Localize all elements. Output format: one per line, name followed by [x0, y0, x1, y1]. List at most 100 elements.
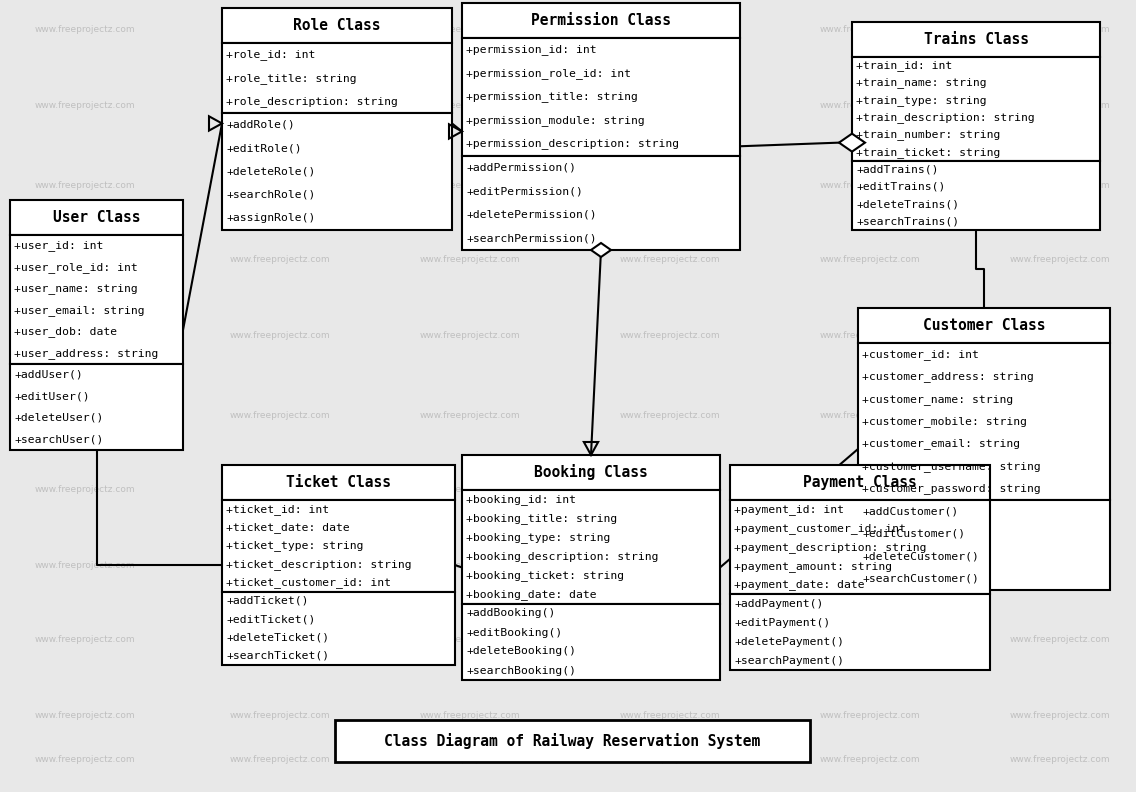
Text: www.freeprojectz.com: www.freeprojectz.com [619, 710, 720, 719]
Text: +payment_description: string: +payment_description: string [734, 542, 927, 553]
Text: Ticket Class: Ticket Class [286, 475, 391, 490]
Bar [222, 500, 456, 592]
Text: www.freeprojectz.com: www.freeprojectz.com [229, 635, 331, 645]
Bar [222, 465, 456, 500]
Text: www.freeprojectz.com: www.freeprojectz.com [35, 25, 135, 35]
Text: www.freeprojectz.com: www.freeprojectz.com [619, 181, 720, 189]
Text: +addPermission(): +addPermission() [466, 162, 576, 173]
Text: www.freeprojectz.com: www.freeprojectz.com [1010, 756, 1110, 764]
Text: www.freeprojectz.com: www.freeprojectz.com [1010, 710, 1110, 719]
Text: www.freeprojectz.com: www.freeprojectz.com [419, 101, 520, 109]
Text: +payment_date: date: +payment_date: date [734, 580, 864, 591]
Text: www.freeprojectz.com: www.freeprojectz.com [820, 410, 920, 420]
Text: +customer_username: string: +customer_username: string [862, 461, 1041, 472]
Text: +booking_description: string: +booking_description: string [466, 551, 659, 562]
Text: www.freeprojectz.com: www.freeprojectz.com [619, 635, 720, 645]
Text: +train_name: string: +train_name: string [857, 78, 987, 89]
Text: +addUser(): +addUser() [14, 370, 83, 379]
Text: www.freeprojectz.com: www.freeprojectz.com [35, 410, 135, 420]
Text: www.freeprojectz.com: www.freeprojectz.com [619, 410, 720, 420]
Text: www.freeprojectz.com: www.freeprojectz.com [229, 710, 331, 719]
Text: Booking Class: Booking Class [534, 464, 648, 481]
Text: +customer_address: string: +customer_address: string [862, 371, 1034, 382]
Text: www.freeprojectz.com: www.freeprojectz.com [229, 561, 331, 569]
Text: +editRole(): +editRole() [226, 143, 302, 153]
Text: www.freeprojectz.com: www.freeprojectz.com [419, 25, 520, 35]
Text: +permission_title: string: +permission_title: string [466, 91, 638, 102]
Bar [335, 720, 810, 762]
Text: +user_email: string: +user_email: string [14, 305, 144, 316]
Text: www.freeprojectz.com: www.freeprojectz.com [820, 256, 920, 265]
Bar [730, 595, 989, 670]
Polygon shape [840, 134, 864, 151]
Text: +editPermission(): +editPermission() [466, 186, 583, 196]
Text: Permission Class: Permission Class [531, 13, 671, 28]
Bar [852, 57, 1100, 161]
Text: +deleteTrains(): +deleteTrains() [857, 199, 959, 209]
Text: www.freeprojectz.com: www.freeprojectz.com [419, 485, 520, 494]
Text: www.freeprojectz.com: www.freeprojectz.com [35, 635, 135, 645]
Text: www.freeprojectz.com: www.freeprojectz.com [619, 485, 720, 494]
Text: www.freeprojectz.com: www.freeprojectz.com [820, 561, 920, 569]
Text: +train_number: string: +train_number: string [857, 129, 1001, 140]
Text: www.freeprojectz.com: www.freeprojectz.com [229, 256, 331, 265]
Text: www.freeprojectz.com: www.freeprojectz.com [229, 330, 331, 340]
Text: +editTrains(): +editTrains() [857, 181, 945, 192]
Text: +train_type: string: +train_type: string [857, 95, 987, 105]
Text: +ticket_type: string: +ticket_type: string [226, 540, 364, 551]
Text: +searchPermission(): +searchPermission() [466, 233, 596, 243]
Bar [222, 43, 452, 113]
Text: +assignRole(): +assignRole() [226, 213, 316, 223]
Bar [462, 38, 740, 156]
Text: www.freeprojectz.com: www.freeprojectz.com [1010, 181, 1110, 189]
Text: +ticket_description: string: +ticket_description: string [226, 558, 411, 569]
Text: www.freeprojectz.com: www.freeprojectz.com [820, 756, 920, 764]
Text: Payment Class: Payment Class [803, 475, 917, 490]
Text: www.freeprojectz.com: www.freeprojectz.com [619, 561, 720, 569]
Text: www.freeprojectz.com: www.freeprojectz.com [419, 710, 520, 719]
Text: www.freeprojectz.com: www.freeprojectz.com [820, 181, 920, 189]
Text: Trains Class: Trains Class [924, 32, 1028, 47]
Text: www.freeprojectz.com: www.freeprojectz.com [619, 101, 720, 109]
Text: www.freeprojectz.com: www.freeprojectz.com [229, 25, 331, 35]
Text: +ticket_date: date: +ticket_date: date [226, 522, 350, 533]
Text: www.freeprojectz.com: www.freeprojectz.com [1010, 101, 1110, 109]
Text: www.freeprojectz.com: www.freeprojectz.com [35, 181, 135, 189]
Text: +editTicket(): +editTicket() [226, 614, 316, 624]
Bar [222, 8, 452, 43]
Text: www.freeprojectz.com: www.freeprojectz.com [820, 330, 920, 340]
Text: www.freeprojectz.com: www.freeprojectz.com [820, 485, 920, 494]
Text: +searchPayment(): +searchPayment() [734, 656, 844, 665]
Text: +role_id: int: +role_id: int [226, 49, 316, 60]
Text: www.freeprojectz.com: www.freeprojectz.com [229, 181, 331, 189]
Text: +customer_mobile: string: +customer_mobile: string [862, 416, 1027, 427]
Bar [462, 455, 720, 490]
Bar [10, 235, 183, 364]
Bar [462, 3, 740, 38]
Bar [858, 308, 1110, 343]
Text: +train_description: string: +train_description: string [857, 112, 1035, 123]
Text: +ticket_customer_id: int: +ticket_customer_id: int [226, 577, 391, 588]
Text: +permission_description: string: +permission_description: string [466, 139, 679, 150]
Text: +booking_id: int: +booking_id: int [466, 494, 576, 505]
Text: +searchBooking(): +searchBooking() [466, 665, 576, 676]
Text: www.freeprojectz.com: www.freeprojectz.com [1010, 485, 1110, 494]
Text: www.freeprojectz.com: www.freeprojectz.com [619, 330, 720, 340]
Text: +searchTrains(): +searchTrains() [857, 216, 959, 227]
Text: +searchCustomer(): +searchCustomer() [862, 573, 979, 584]
Text: +user_dob: date: +user_dob: date [14, 326, 117, 337]
Text: www.freeprojectz.com: www.freeprojectz.com [35, 101, 135, 109]
Text: +payment_id: int: +payment_id: int [734, 504, 844, 515]
Text: +addPayment(): +addPayment() [734, 599, 824, 609]
Text: +addTicket(): +addTicket() [226, 596, 309, 606]
Bar [730, 500, 989, 595]
Bar [222, 592, 456, 665]
Text: +permission_id: int: +permission_id: int [466, 44, 596, 55]
Text: +permission_module: string: +permission_module: string [466, 115, 645, 126]
Text: +user_role_id: int: +user_role_id: int [14, 262, 137, 272]
Text: +customer_password: string: +customer_password: string [862, 483, 1041, 494]
Text: www.freeprojectz.com: www.freeprojectz.com [619, 25, 720, 35]
Bar [462, 156, 740, 250]
Text: +searchUser(): +searchUser() [14, 434, 103, 444]
Text: www.freeprojectz.com: www.freeprojectz.com [229, 756, 331, 764]
